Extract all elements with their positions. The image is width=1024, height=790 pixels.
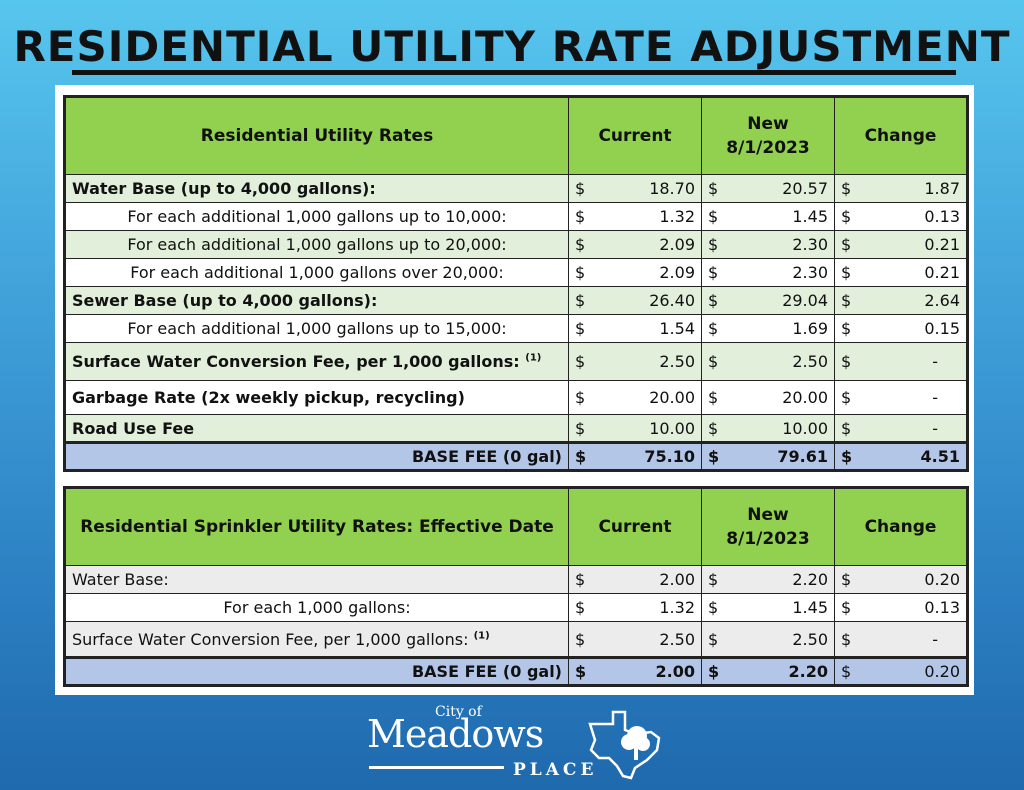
row-description: Sewer Base (up to 4,000 gallons): xyxy=(64,286,569,315)
new-cell: $1.45 xyxy=(701,202,835,231)
current-cell: $10.00 xyxy=(568,414,702,443)
logo-name: Meadows xyxy=(367,712,544,756)
total-new-cell: $79.61 xyxy=(701,441,835,471)
table-row: Surface Water Conversion Fee, per 1,000 … xyxy=(64,342,968,381)
new-cell: $2.50 xyxy=(701,621,835,658)
page-title: RESIDENTIAL UTILITY RATE ADJUSTMENT xyxy=(13,22,1011,71)
change-cell: $0.21 xyxy=(834,230,968,259)
row-description: Surface Water Conversion Fee, per 1,000 … xyxy=(64,621,569,658)
header-change: Change xyxy=(834,96,968,175)
total-current-cell: $2.00 xyxy=(568,656,702,686)
total-new-cell: $2.20 xyxy=(701,656,835,686)
new-cell: $2.30 xyxy=(701,230,835,259)
row-description: For each additional 1,000 gallons over 2… xyxy=(64,258,569,287)
new-cell: $10.00 xyxy=(701,414,835,443)
table-row: For each additional 1,000 gallons up to … xyxy=(64,202,968,231)
logo-place: PLACE xyxy=(513,760,598,780)
current-cell: $2.50 xyxy=(568,342,702,381)
change-cell: $0.13 xyxy=(834,593,968,622)
header-description: Residential Utility Rates xyxy=(64,96,569,175)
total-change-cell: $0.20 xyxy=(834,656,968,686)
table-row: For each additional 1,000 gallons up to … xyxy=(64,314,968,343)
texas-map-tree-icon xyxy=(588,710,661,780)
total-label: BASE FEE (0 gal) xyxy=(64,441,569,471)
table-header-row: Residential Utility Rates Current New 8/1… xyxy=(64,96,968,175)
rates-panel: Residential Utility Rates Current New 8/1… xyxy=(55,85,974,695)
current-cell: $26.40 xyxy=(568,286,702,315)
change-cell: $0.20 xyxy=(834,565,968,594)
table-header-row: Residential Sprinkler Utility Rates: Eff… xyxy=(64,487,968,566)
residential-utility-rates-table: Residential Utility Rates Current New 8/1… xyxy=(63,95,969,472)
current-cell: $2.50 xyxy=(568,621,702,658)
row-description: For each additional 1,000 gallons up to … xyxy=(64,202,569,231)
change-cell: $2.64 xyxy=(834,286,968,315)
row-description: Garbage Rate (2x weekly pickup, recyclin… xyxy=(64,380,569,415)
change-cell: $ - xyxy=(834,621,968,658)
current-cell: $2.09 xyxy=(568,230,702,259)
header-change: Change xyxy=(834,487,968,566)
new-cell: $1.45 xyxy=(701,593,835,622)
table-row: For each additional 1,000 gallons up to … xyxy=(64,230,968,259)
change-cell: $ - xyxy=(834,342,968,381)
row-description: For each additional 1,000 gallons up to … xyxy=(64,230,569,259)
row-description: Water Base: xyxy=(64,565,569,594)
footnote-marker: (1) xyxy=(525,352,542,364)
current-cell: $1.54 xyxy=(568,314,702,343)
total-row: BASE FEE (0 gal) $2.00 $2.20 $0.20 xyxy=(64,656,968,686)
total-label: BASE FEE (0 gal) xyxy=(64,656,569,686)
table-row: Surface Water Conversion Fee, per 1,000 … xyxy=(64,621,968,658)
current-cell: $20.00 xyxy=(568,380,702,415)
new-cell: $2.50 xyxy=(701,342,835,381)
header-current: Current xyxy=(568,487,702,566)
total-current-cell: $75.10 xyxy=(568,441,702,471)
change-cell: $0.13 xyxy=(834,202,968,231)
logo-city-of: City of xyxy=(435,704,482,720)
table-row: Water Base (up to 4,000 gallons): $18.70… xyxy=(64,174,968,203)
new-cell: $20.57 xyxy=(701,174,835,203)
table-row: Road Use Fee $10.00 $10.00 $ - xyxy=(64,414,968,443)
row-description: For each 1,000 gallons: xyxy=(64,593,569,622)
title-underline xyxy=(72,70,956,75)
new-cell: $2.30 xyxy=(701,258,835,287)
new-cell: $29.04 xyxy=(701,286,835,315)
current-cell: $1.32 xyxy=(568,202,702,231)
header-description: Residential Sprinkler Utility Rates: Eff… xyxy=(64,487,569,566)
change-cell: $0.21 xyxy=(834,258,968,287)
header-new: New 8/1/2023 xyxy=(701,96,835,175)
table-row: Garbage Rate (2x weekly pickup, recyclin… xyxy=(64,380,968,415)
change-cell: $ - xyxy=(834,380,968,415)
total-row: BASE FEE (0 gal) $75.10 $79.61 $4.51 xyxy=(64,441,968,471)
current-cell: $1.32 xyxy=(568,593,702,622)
residential-sprinkler-rates-table: Residential Sprinkler Utility Rates: Eff… xyxy=(63,486,969,687)
row-description: For each additional 1,000 gallons up to … xyxy=(64,314,569,343)
header-current: Current xyxy=(568,96,702,175)
row-description: Surface Water Conversion Fee, per 1,000 … xyxy=(64,342,569,381)
total-change-cell: $4.51 xyxy=(834,441,968,471)
change-cell: $ - xyxy=(834,414,968,443)
new-cell: $2.20 xyxy=(701,565,835,594)
new-cell: $1.69 xyxy=(701,314,835,343)
current-cell: $2.00 xyxy=(568,565,702,594)
footnote-marker: (1) xyxy=(473,630,490,642)
table-row: Sewer Base (up to 4,000 gallons): $26.40… xyxy=(64,286,968,315)
table-row: For each additional 1,000 gallons over 2… xyxy=(64,258,968,287)
row-description: Water Base (up to 4,000 gallons): xyxy=(64,174,569,203)
new-cell: $20.00 xyxy=(701,380,835,415)
current-cell: $2.09 xyxy=(568,258,702,287)
row-description: Road Use Fee xyxy=(64,414,569,443)
change-cell: $1.87 xyxy=(834,174,968,203)
change-cell: $0.15 xyxy=(834,314,968,343)
logo-underline xyxy=(369,766,504,769)
table-row: Water Base: $2.00 $2.20 $0.20 xyxy=(64,565,968,594)
header-new: New 8/1/2023 xyxy=(701,487,835,566)
table-row: For each 1,000 gallons: $1.32 $1.45 $0.1… xyxy=(64,593,968,622)
current-cell: $18.70 xyxy=(568,174,702,203)
city-logo: City of Meadows PLACE xyxy=(365,700,665,785)
